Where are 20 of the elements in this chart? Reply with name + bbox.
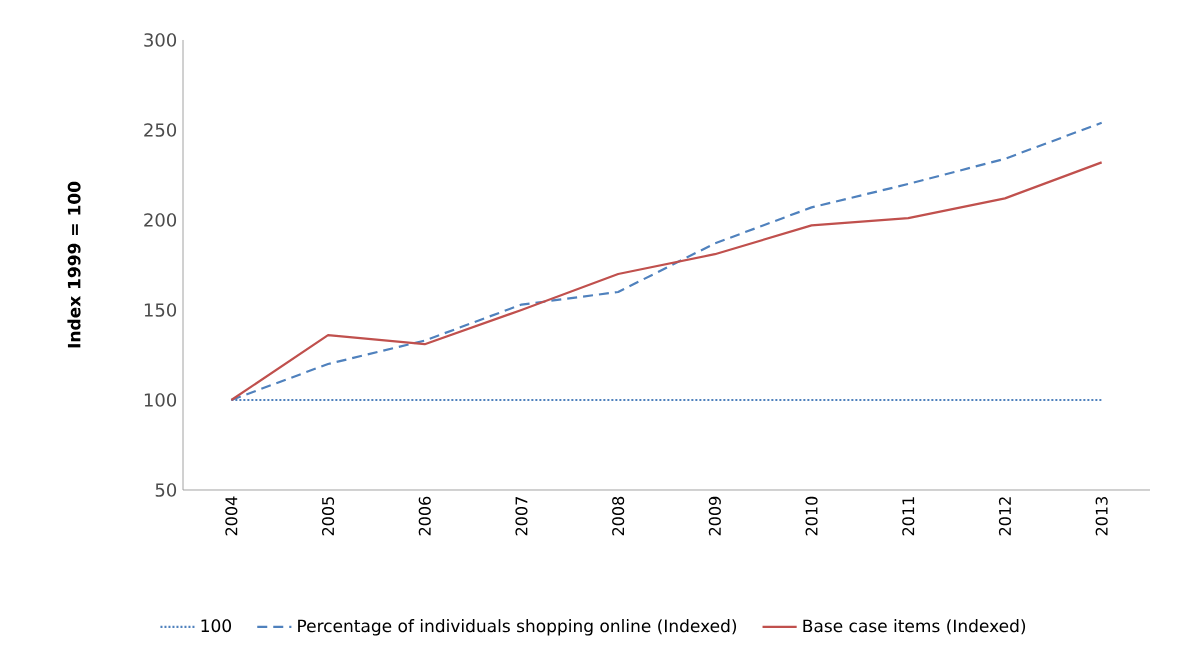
x-tick-label: 2004: [225, 496, 238, 536]
y-tick-label: 100: [144, 393, 177, 407]
x-tick-label: 2012: [998, 497, 1012, 536]
y-tick-label: 150: [144, 303, 177, 317]
y-axis-title: Index 1999 = 100: [67, 181, 81, 348]
y-tick-label: 50: [155, 483, 177, 497]
x-tick-label: 2009: [708, 496, 721, 536]
x-tick-label: 2011: [902, 497, 915, 536]
y-tick-label: 300: [144, 33, 177, 47]
y-tick-label: 200: [144, 213, 177, 227]
x-tick-label: 2010: [805, 496, 818, 536]
x-tick-label: 2005: [321, 497, 335, 536]
x-tick-label: 2008: [612, 496, 625, 536]
legend-label: Base case items (Indexed): [803, 619, 1026, 635]
y-tick-label: 250: [144, 123, 177, 137]
legend-label: Percentage of individuals shopping online (Indexed): [298, 619, 737, 636]
x-tick-label: 2013: [1095, 497, 1108, 536]
legend-label: 100: [201, 619, 232, 633]
x-tick-label: 2006: [418, 496, 431, 536]
x-tick-label: 2007: [515, 497, 528, 536]
